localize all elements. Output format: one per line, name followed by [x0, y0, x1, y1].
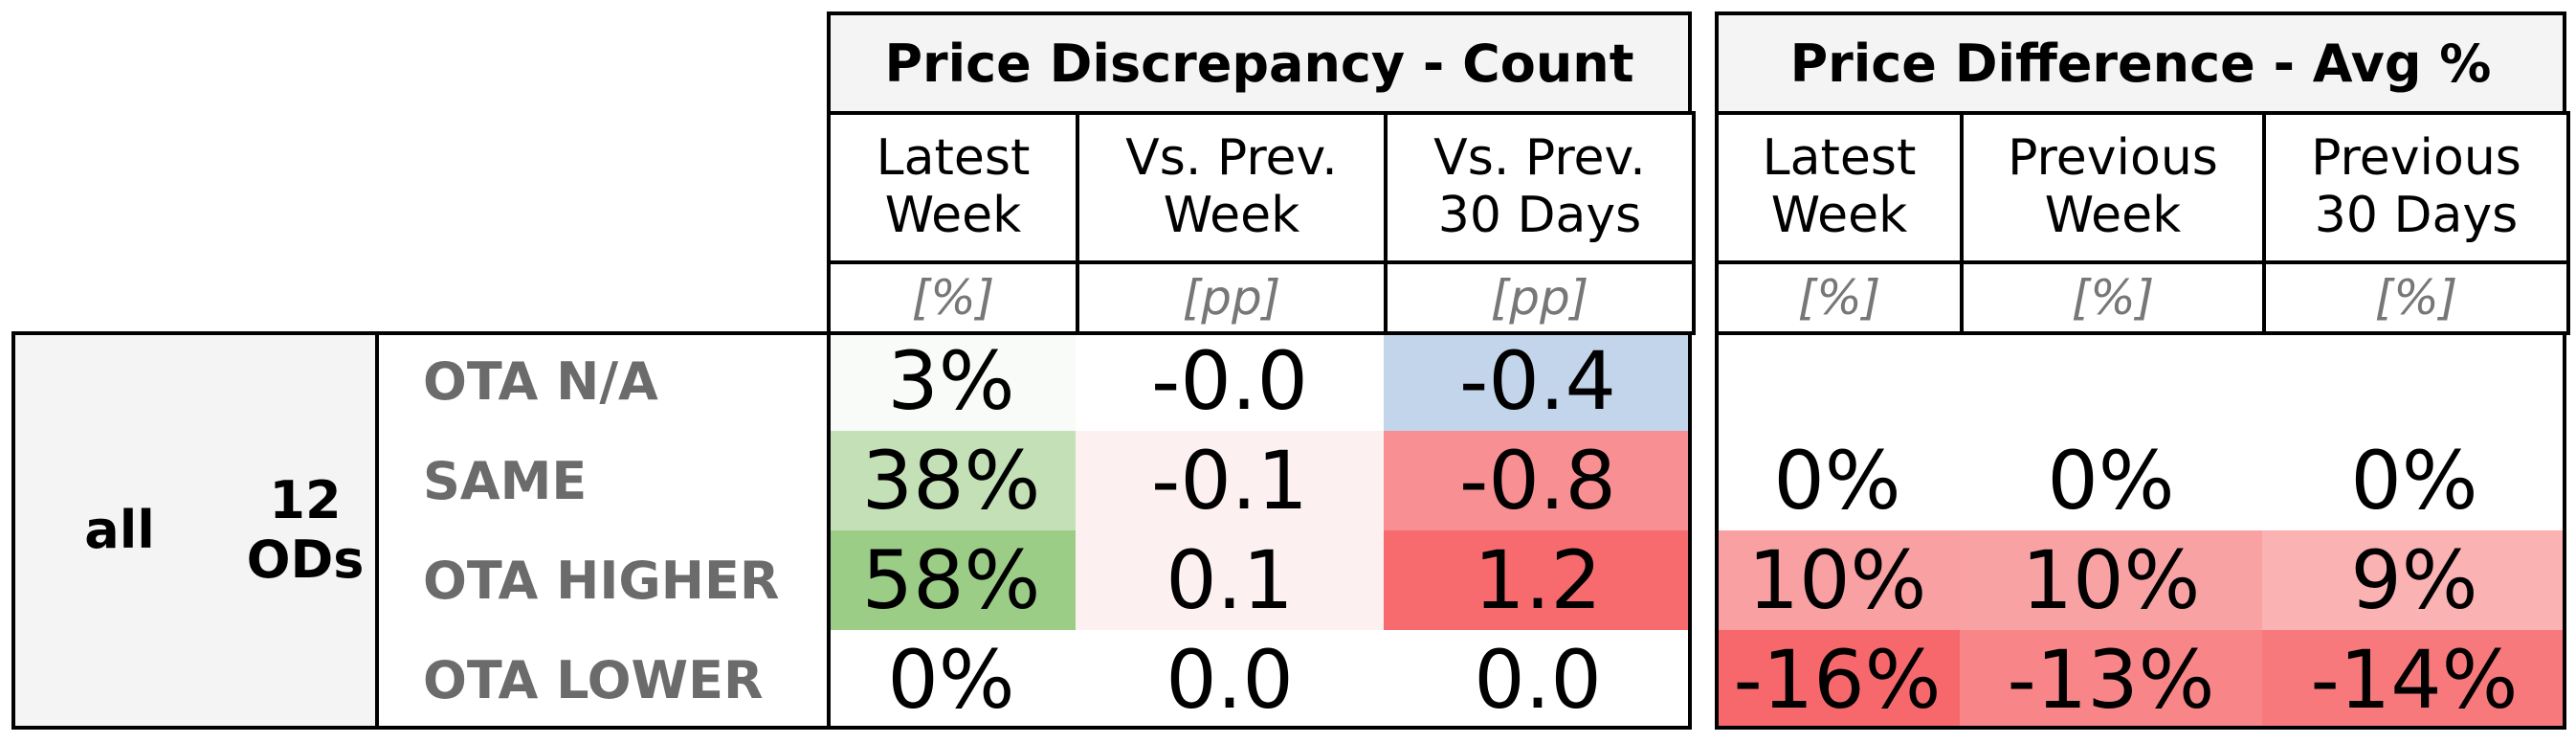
- subgroup-label: 12 ODs: [246, 469, 365, 590]
- column-header: Previous 30 Days: [2262, 111, 2570, 264]
- unit-label: [pp]: [1076, 260, 1388, 335]
- row-label: OTA HIGHER: [423, 550, 780, 611]
- data-cell: [2262, 331, 2566, 431]
- data-cell: -16%: [1715, 630, 1960, 730]
- data-cell: [1715, 331, 1960, 431]
- data-cell: 0.0: [1076, 630, 1384, 730]
- data-cell: -14%: [2262, 630, 2566, 730]
- data-cell: 0%: [1960, 431, 2262, 530]
- data-cell: 0.1: [1076, 530, 1384, 630]
- data-cell: 10%: [1960, 530, 2262, 630]
- column-header: Previous Week: [1960, 111, 2266, 264]
- panel-title: Price Difference - Avg %: [1715, 11, 2566, 115]
- panel-title: Price Discrepancy - Count: [827, 11, 1692, 115]
- data-cell: 9%: [2262, 530, 2566, 630]
- data-cell: 38%: [827, 431, 1076, 530]
- group-label: all: [84, 499, 155, 560]
- unit-label: [%]: [1960, 260, 2266, 335]
- data-cell: -0.0: [1076, 331, 1384, 431]
- data-cell: 10%: [1715, 530, 1960, 630]
- data-cell: [1960, 331, 2262, 431]
- column-header: Vs. Prev. Week: [1076, 111, 1388, 264]
- row-label-border: [11, 331, 831, 730]
- data-cell: -0.4: [1384, 331, 1692, 431]
- unit-label: [pp]: [1384, 260, 1696, 335]
- unit-label: [%]: [827, 260, 1079, 335]
- panel-body-border: [827, 331, 1692, 730]
- data-cell: 0%: [1715, 431, 1960, 530]
- data-cell: 0%: [2262, 431, 2566, 530]
- data-cell: -0.8: [1384, 431, 1692, 530]
- data-cell: -13%: [1960, 630, 2262, 730]
- panel-body-border: [1715, 331, 2566, 730]
- row-label: OTA LOWER: [423, 649, 764, 710]
- data-cell: 3%: [827, 331, 1076, 431]
- unit-label: [%]: [2262, 260, 2570, 335]
- data-cell: -0.1: [1076, 431, 1384, 530]
- unit-label: [%]: [1715, 260, 1964, 335]
- column-header: Vs. Prev. 30 Days: [1384, 111, 1696, 264]
- group-box: [11, 331, 379, 730]
- row-label: OTA N/A: [423, 350, 658, 412]
- data-cell: 0%: [827, 630, 1076, 730]
- column-header: Latest Week: [1715, 111, 1964, 264]
- data-cell: 1.2: [1384, 530, 1692, 630]
- row-label: SAME: [423, 450, 588, 511]
- data-cell: 58%: [827, 530, 1076, 630]
- column-header: Latest Week: [827, 111, 1079, 264]
- data-cell: 0.0: [1384, 630, 1692, 730]
